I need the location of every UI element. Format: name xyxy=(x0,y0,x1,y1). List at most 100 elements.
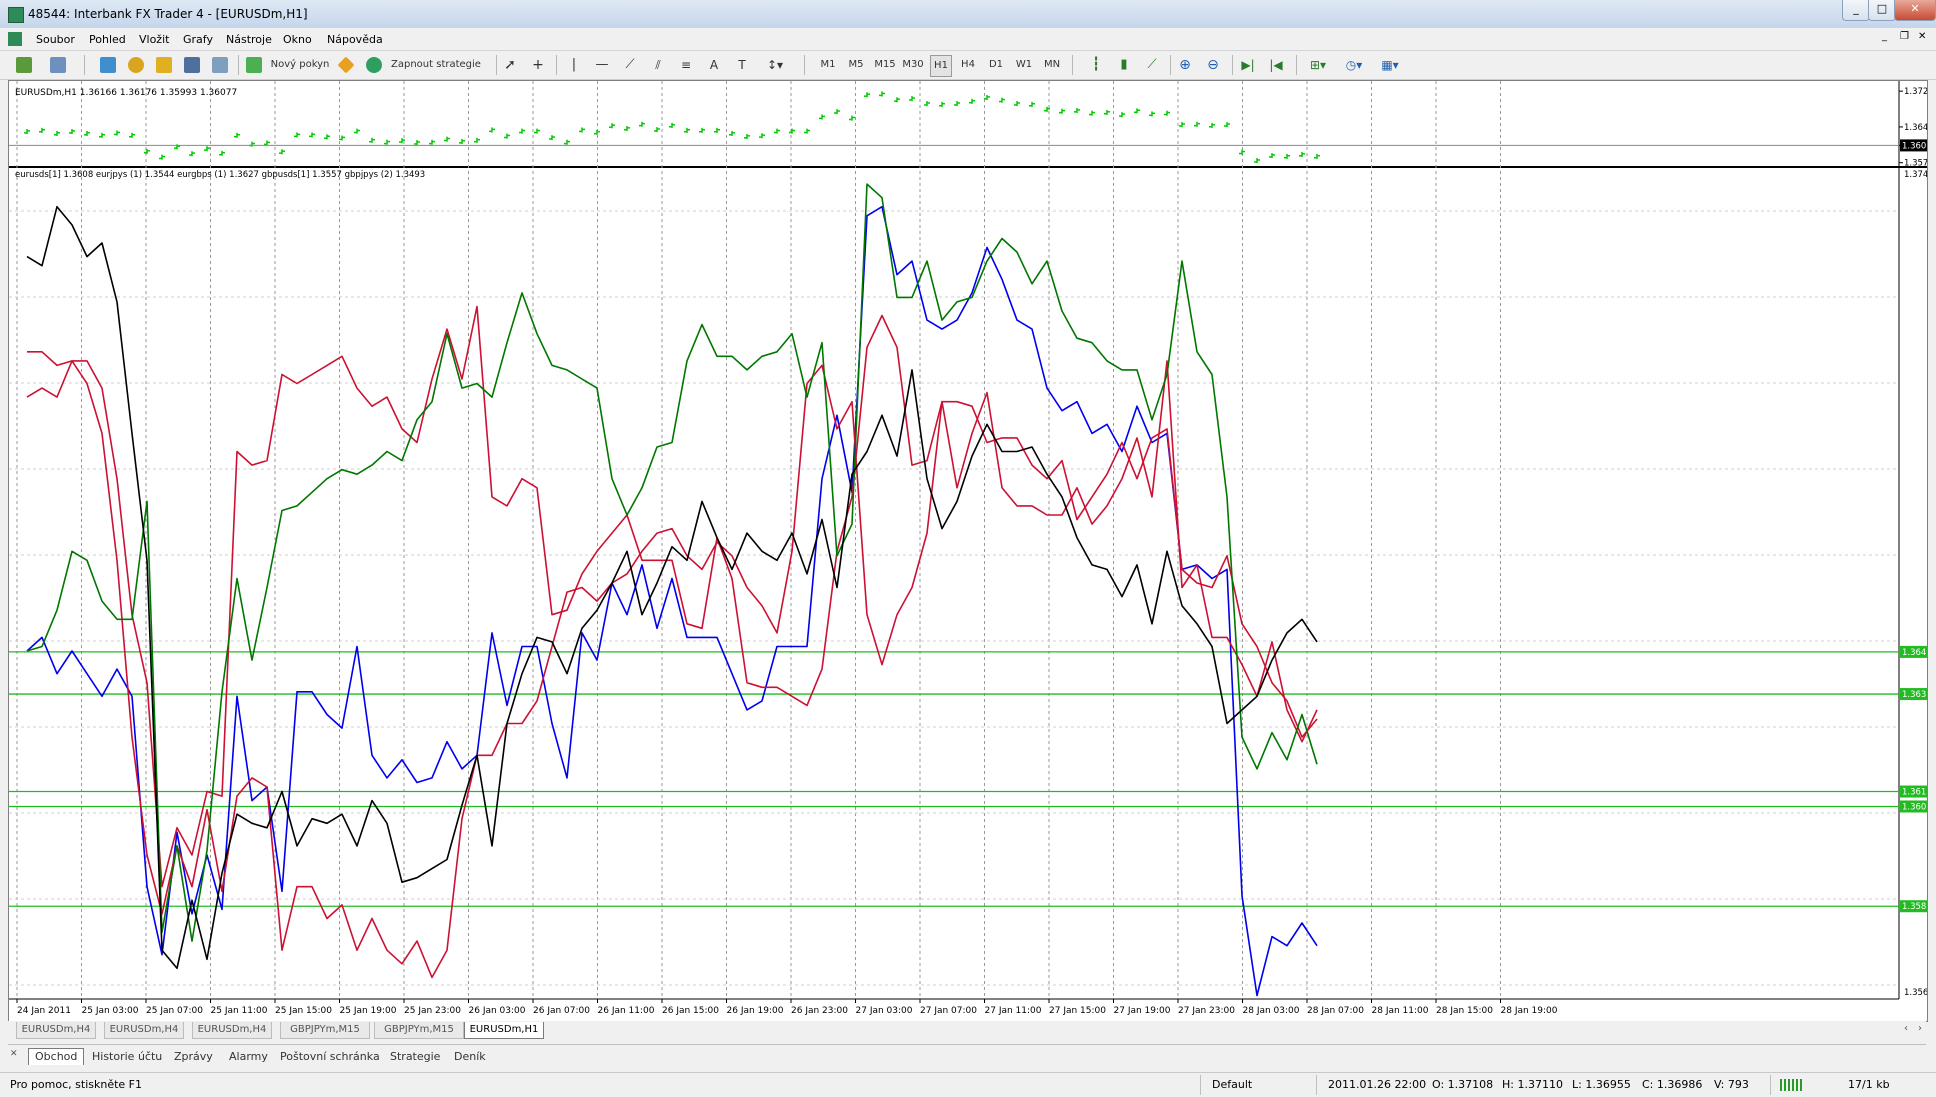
level-price-label: 1.35857 xyxy=(1902,902,1927,912)
new-chart-icon[interactable] xyxy=(16,57,32,73)
tab-scroll-left-icon[interactable]: ‹ xyxy=(1904,1023,1908,1034)
vertical-line-icon[interactable]: | xyxy=(571,57,577,72)
timeframe-m15[interactable]: M15 xyxy=(874,59,896,70)
time-label: 28 Jan 15:00 xyxy=(1436,1006,1493,1016)
menu-vlozit[interactable]: Vložit xyxy=(139,33,170,46)
crosshair-icon[interactable]: + xyxy=(532,57,544,73)
fibonacci-icon[interactable]: ≡ xyxy=(680,58,692,72)
horizontal-line-icon[interactable]: — xyxy=(595,57,609,72)
new-order-icon[interactable] xyxy=(246,57,262,73)
timeframe-w1[interactable]: W1 xyxy=(1015,59,1033,70)
chart-tab-active[interactable]: EURUSDm,H1 xyxy=(464,1022,544,1039)
time-label: 26 Jan 11:00 xyxy=(598,1006,655,1016)
app-icon xyxy=(8,7,24,23)
zoom-out-icon[interactable]: ⊖ xyxy=(1207,57,1219,73)
timeframe-h4[interactable]: H4 xyxy=(961,59,975,70)
terminal-tab-zpravy[interactable]: Zprávy xyxy=(174,1050,213,1063)
terminal-close-icon[interactable]: ✕ xyxy=(10,1049,18,1059)
candle-chart-icon[interactable]: ▮ xyxy=(1120,57,1128,72)
tab-scroll-right-icon[interactable]: › xyxy=(1918,1023,1922,1034)
chart-shift-icon[interactable]: |◀ xyxy=(1269,58,1283,72)
bar-chart-icon[interactable]: ┇ xyxy=(1092,57,1100,72)
chart-tab[interactable]: GBPJPYm,M15 xyxy=(374,1022,464,1039)
new-order-button[interactable]: Nový pokyn xyxy=(270,59,330,70)
autoscroll-icon[interactable]: ▶| xyxy=(1241,58,1255,72)
minimize-button[interactable]: _ xyxy=(1842,0,1870,21)
terminal-tab-obchod[interactable]: Obchod xyxy=(28,1048,85,1065)
chart-tab[interactable]: EURUSDm,H4 xyxy=(16,1022,96,1039)
chart-tab[interactable]: EURUSDm,H4 xyxy=(104,1022,184,1039)
trendline-icon[interactable]: ⟋ xyxy=(625,57,635,72)
timeframe-m1[interactable]: M1 xyxy=(820,59,836,70)
menu-napoveda[interactable]: Nápověda xyxy=(327,33,383,46)
strategy-icon[interactable] xyxy=(366,57,382,73)
templates-icon[interactable]: ▦▾ xyxy=(1381,58,1399,72)
terminal-tab-strategie[interactable]: Strategie xyxy=(390,1050,441,1063)
chart-tab[interactable]: EURUSDm,H4 xyxy=(192,1022,272,1039)
timeframe-d1[interactable]: D1 xyxy=(988,59,1004,70)
time-label: 26 Jan 07:00 xyxy=(533,1006,590,1016)
current-price-label: 1.36077 xyxy=(1902,141,1927,151)
series-line-eurgbps xyxy=(27,305,1318,888)
timeframe-mn[interactable]: MN xyxy=(1043,59,1061,70)
indicators-icon[interactable]: ⊞▾ xyxy=(1309,58,1327,72)
lower-scale-top-label: 1.3747 xyxy=(1904,170,1927,180)
cursor-icon[interactable]: ➚ xyxy=(504,57,516,73)
close-button[interactable]: ✕ xyxy=(1894,0,1936,21)
navigator-icon[interactable] xyxy=(128,57,144,73)
connection-status-icon xyxy=(1780,1079,1804,1091)
indicator-legend: eurusds[1] 1.3608 eurjpys (1) 1.3544 eur… xyxy=(15,170,425,180)
menu-soubor[interactable]: Soubor xyxy=(36,33,75,46)
menu-okno[interactable]: Okno xyxy=(283,33,312,46)
menu-grafy[interactable]: Grafy xyxy=(183,33,213,46)
tester-icon[interactable] xyxy=(212,57,228,73)
terminal-tab-historie[interactable]: Historie účtu xyxy=(92,1050,163,1063)
status-help-text: Pro pomoc, stiskněte F1 xyxy=(10,1078,142,1091)
status-bar: Pro pomoc, stiskněte F1 Default 2011.01.… xyxy=(0,1072,1936,1097)
time-label: 28 Jan 19:00 xyxy=(1501,1006,1558,1016)
menu-pohled[interactable]: Pohled xyxy=(89,33,126,46)
price-chart[interactable]: 24 Jan 2011 25 Jan 03:00 25 Jan 07:00 25 Ja… xyxy=(9,81,1927,1021)
terminal-tab-postovni[interactable]: Poštovní schránka xyxy=(280,1050,380,1063)
timeframe-h1[interactable]: H1 xyxy=(930,55,952,77)
time-label: 28 Jan 11:00 xyxy=(1372,1006,1429,1016)
timeframe-m30[interactable]: M30 xyxy=(902,59,924,70)
terminal-tab-denik[interactable]: Deník xyxy=(454,1050,486,1063)
metaeditor-icon[interactable] xyxy=(337,56,355,74)
chart-tabs-bar: EURUSDm,H4 EURUSDm,H4 EURUSDm,H4 GBPJPYm… xyxy=(8,1021,1926,1039)
terminal-tab-alarmy[interactable]: Alarmy xyxy=(229,1050,268,1063)
time-label: 25 Jan 19:00 xyxy=(340,1006,397,1016)
time-label: 27 Jan 11:00 xyxy=(985,1006,1042,1016)
chart-tab[interactable]: GBPJPYm,M15 xyxy=(280,1022,370,1039)
chart-window[interactable]: 24 Jan 2011 25 Jan 03:00 25 Jan 07:00 25 Ja… xyxy=(8,80,1928,1022)
time-label: 27 Jan 19:00 xyxy=(1114,1006,1171,1016)
channel-icon[interactable]: ⫽ xyxy=(655,58,661,72)
periods-icon[interactable]: ◷▾ xyxy=(1345,58,1363,72)
mdi-close-button[interactable]: ✕ xyxy=(1918,31,1927,42)
maximize-button[interactable]: □ xyxy=(1868,0,1896,21)
timeframe-m5[interactable]: M5 xyxy=(848,59,864,70)
upper-price-label: 1.37260 xyxy=(1904,87,1927,97)
favorites-icon[interactable] xyxy=(156,57,172,73)
label-icon[interactable]: T xyxy=(738,58,746,72)
toolbar: Nový pokyn Zapnout strategie ➚ + | — ⟋ ⫽… xyxy=(0,51,1936,80)
status-traffic: 17/1 kb xyxy=(1848,1078,1890,1091)
strategy-button[interactable]: Zapnout strategie xyxy=(391,59,481,70)
time-label: 26 Jan 23:00 xyxy=(791,1006,848,1016)
time-label: 27 Jan 23:00 xyxy=(1178,1006,1235,1016)
level-price-box xyxy=(1900,688,1927,701)
upper-price-label: 1.35700 xyxy=(1904,159,1927,169)
menu-nastroje[interactable]: Nástroje xyxy=(226,33,272,46)
terminal-icon[interactable] xyxy=(184,57,200,73)
level-price-label: 1.36077 xyxy=(1902,802,1927,812)
line-chart-icon[interactable]: ⟋ xyxy=(1147,57,1157,72)
zoom-in-icon[interactable]: ⊕ xyxy=(1179,57,1191,73)
mdi-minimize-button[interactable]: _ xyxy=(1882,31,1887,42)
time-label: 25 Jan 11:00 xyxy=(211,1006,268,1016)
profiles-icon[interactable] xyxy=(50,57,66,73)
upper-price-label: 1.36480 xyxy=(1904,123,1927,133)
text-icon[interactable]: A xyxy=(709,58,719,72)
market-watch-icon[interactable] xyxy=(100,57,116,73)
mdi-restore-button[interactable]: ❐ xyxy=(1900,31,1909,42)
arrows-icon[interactable]: ↕▾ xyxy=(766,58,784,72)
